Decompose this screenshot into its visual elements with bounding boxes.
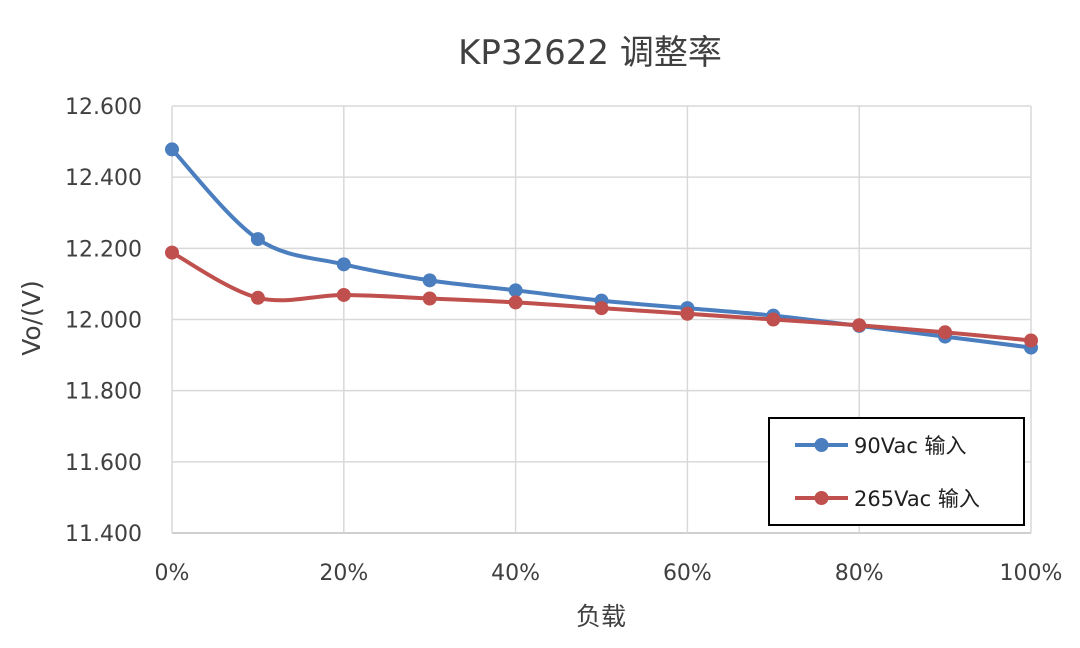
data-point xyxy=(508,295,523,310)
data-point xyxy=(250,232,265,247)
data-point xyxy=(336,287,351,302)
data-point xyxy=(422,273,437,288)
plot-area xyxy=(165,142,1038,355)
x-tick-label: 80% xyxy=(835,561,884,586)
data-point xyxy=(938,325,953,340)
data-point xyxy=(250,290,265,305)
data-point xyxy=(594,301,609,316)
grid xyxy=(171,105,1032,534)
data-point xyxy=(165,245,179,260)
data-point xyxy=(508,283,523,298)
legend-label: 90Vac 输入 xyxy=(854,434,967,458)
x-tick-label: 100% xyxy=(1000,561,1063,586)
data-point xyxy=(165,142,179,157)
data-point xyxy=(766,312,781,327)
x-tick-label: 40% xyxy=(491,561,540,586)
y-tick-label: 11.400 xyxy=(65,522,142,547)
y-axis-title: Vo/(V) xyxy=(17,280,46,356)
y-tick-label: 11.800 xyxy=(65,380,142,405)
series-265vac xyxy=(165,245,1038,348)
x-tick-label: 20% xyxy=(319,561,368,586)
data-point xyxy=(680,306,695,321)
legend-label: 265Vac 输入 xyxy=(854,487,980,511)
legend-swatch-marker xyxy=(814,491,829,505)
chart-title: KP32622 调整率 xyxy=(458,33,722,73)
data-point xyxy=(852,318,867,333)
x-tick-label: 0% xyxy=(155,561,190,586)
data-point xyxy=(336,257,351,272)
data-point xyxy=(422,291,437,306)
y-tick-label: 11.600 xyxy=(65,451,142,476)
y-tick-label: 12.200 xyxy=(65,237,142,262)
legend-swatch-marker xyxy=(814,438,829,452)
data-point xyxy=(1024,333,1038,348)
y-tick-label: 12.400 xyxy=(65,166,142,191)
x-axis-title: 负载 xyxy=(576,602,626,631)
y-tick-label: 12.600 xyxy=(65,95,142,120)
x-tick-label: 60% xyxy=(663,561,712,586)
y-tick-label: 12.000 xyxy=(65,309,142,334)
legend: 90Vac 输入 265Vac 输入 xyxy=(768,417,1025,526)
axes: 11.400 11.600 11.800 12.000 12.200 12.400 12.6… xyxy=(65,95,1062,586)
legend-box xyxy=(768,417,1025,526)
